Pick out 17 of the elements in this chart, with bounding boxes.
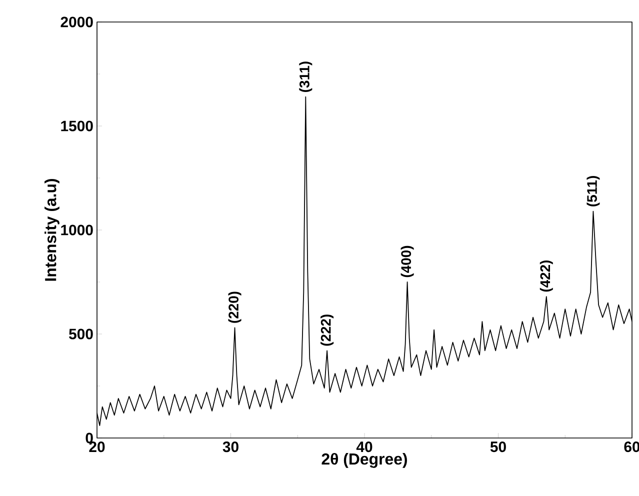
annotation: (422) [540,260,553,292]
x-axis-title: 2θ (Degree) [322,452,407,468]
annotation: (511) [586,176,600,206]
y-tick-label: 500 [69,328,93,340]
x-tick-label: 20 [89,442,105,452]
y-tick-label: 2000 [60,16,93,28]
x-tick-label: 50 [490,442,506,452]
annotation: (311) [299,62,312,92]
x-tick-label: 40 [356,442,372,452]
y-tick-label: 0 [86,432,93,444]
y-axis-title: Intensity (a.u) [44,178,60,281]
annotation: (400) [400,246,414,278]
annotation: (222) [320,314,334,346]
annotation: (220) [228,292,242,323]
x-tick-label: 30 [222,442,238,452]
y-tick-label: 1500 [61,120,93,132]
y-tick-label: 1000 [61,224,93,236]
